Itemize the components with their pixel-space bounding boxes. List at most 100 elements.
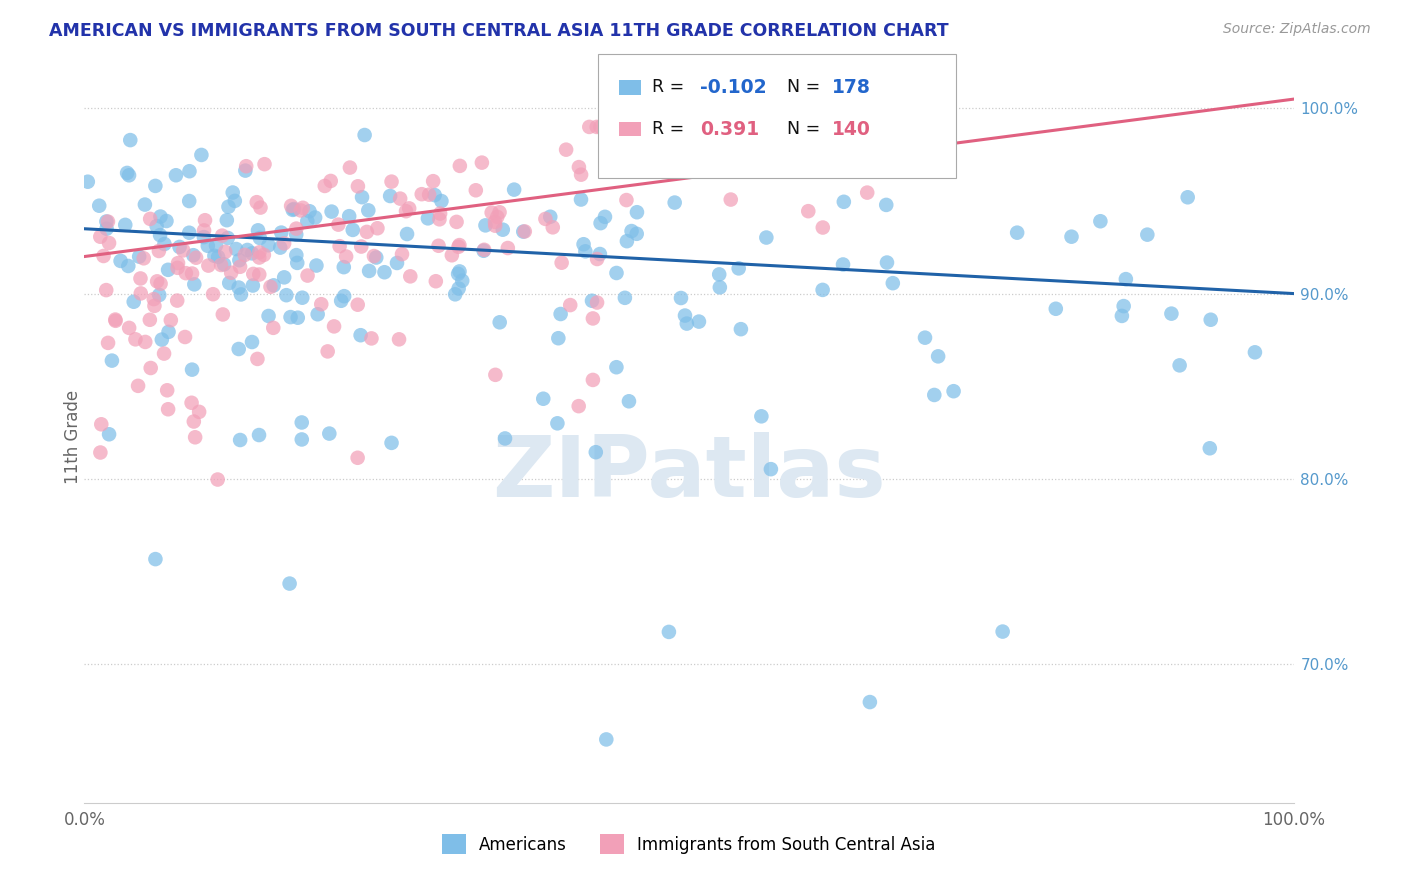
Point bbox=[626, 227, 648, 241]
Point bbox=[214, 244, 236, 259]
Point bbox=[427, 239, 450, 253]
Point bbox=[233, 248, 256, 262]
Point bbox=[89, 229, 111, 244]
Point bbox=[257, 309, 280, 323]
Point bbox=[1199, 312, 1222, 326]
Point bbox=[97, 335, 120, 350]
Point bbox=[193, 230, 215, 244]
Point bbox=[942, 384, 965, 399]
Point bbox=[219, 266, 242, 280]
Point bbox=[472, 244, 495, 258]
Point bbox=[134, 334, 156, 349]
Point bbox=[1112, 299, 1135, 313]
Point bbox=[316, 344, 339, 359]
Point bbox=[449, 264, 471, 278]
Point bbox=[359, 264, 381, 278]
Point bbox=[205, 238, 228, 252]
Point bbox=[247, 428, 270, 442]
Point bbox=[269, 241, 291, 255]
Point bbox=[350, 190, 373, 204]
Point bbox=[346, 298, 368, 312]
Point bbox=[449, 238, 471, 252]
Point bbox=[148, 244, 170, 258]
Point bbox=[247, 223, 270, 237]
Point bbox=[129, 286, 152, 301]
Point bbox=[156, 384, 179, 398]
Point bbox=[143, 299, 166, 313]
Point bbox=[215, 213, 238, 227]
Point bbox=[395, 204, 418, 219]
Point bbox=[259, 280, 281, 294]
Point bbox=[797, 204, 820, 219]
Point bbox=[423, 188, 446, 202]
Point bbox=[658, 624, 681, 639]
Point bbox=[582, 373, 605, 387]
Point bbox=[337, 209, 360, 223]
Point bbox=[727, 261, 749, 276]
Point bbox=[589, 120, 612, 134]
Point bbox=[411, 187, 433, 202]
Point bbox=[142, 292, 165, 306]
Point bbox=[290, 203, 312, 218]
Point bbox=[180, 396, 202, 410]
Point bbox=[276, 288, 298, 302]
Point bbox=[197, 239, 219, 253]
Point bbox=[246, 351, 269, 366]
Point bbox=[281, 202, 304, 217]
Point bbox=[129, 271, 152, 285]
Point bbox=[669, 291, 692, 305]
Point bbox=[179, 164, 201, 178]
Point bbox=[730, 322, 752, 336]
Point bbox=[347, 179, 370, 194]
Point bbox=[734, 152, 756, 166]
Point bbox=[298, 204, 321, 219]
Point bbox=[560, 298, 582, 312]
Text: 140: 140 bbox=[832, 120, 872, 139]
Text: ZIPatlas: ZIPatlas bbox=[492, 432, 886, 516]
Point bbox=[145, 219, 167, 233]
Point bbox=[568, 399, 591, 413]
Point bbox=[550, 256, 572, 270]
Point bbox=[673, 309, 696, 323]
Point bbox=[1168, 359, 1191, 373]
Point bbox=[1136, 227, 1159, 242]
Point bbox=[184, 251, 207, 265]
Point bbox=[333, 260, 356, 274]
Point bbox=[247, 268, 270, 282]
Point bbox=[464, 183, 486, 197]
Point bbox=[914, 331, 936, 345]
Point bbox=[247, 251, 270, 265]
Point bbox=[287, 310, 309, 325]
Point bbox=[139, 313, 162, 327]
Point bbox=[811, 283, 834, 297]
Point bbox=[1177, 190, 1199, 204]
Point bbox=[304, 211, 326, 225]
Point bbox=[228, 280, 250, 294]
Point bbox=[617, 394, 640, 409]
Point bbox=[1060, 229, 1083, 244]
Point bbox=[569, 193, 592, 207]
Point bbox=[593, 210, 616, 224]
Legend: Americans, Immigrants from South Central Asia: Americans, Immigrants from South Central… bbox=[436, 828, 942, 860]
Point bbox=[832, 194, 855, 209]
Point bbox=[120, 133, 142, 147]
Point bbox=[90, 417, 112, 432]
Point bbox=[1115, 272, 1137, 286]
Point bbox=[167, 256, 190, 270]
Point bbox=[101, 353, 124, 368]
Point bbox=[207, 250, 229, 264]
Text: N =: N = bbox=[787, 78, 827, 96]
Point bbox=[451, 274, 474, 288]
Point bbox=[278, 576, 301, 591]
Point bbox=[211, 228, 233, 243]
Point bbox=[229, 260, 252, 274]
Point bbox=[98, 235, 121, 250]
Point bbox=[471, 155, 494, 169]
Point bbox=[585, 445, 607, 459]
Point bbox=[132, 252, 155, 266]
Point bbox=[149, 210, 172, 224]
Point bbox=[207, 473, 229, 487]
Point bbox=[449, 159, 471, 173]
Point bbox=[157, 325, 180, 339]
Point bbox=[145, 552, 167, 566]
